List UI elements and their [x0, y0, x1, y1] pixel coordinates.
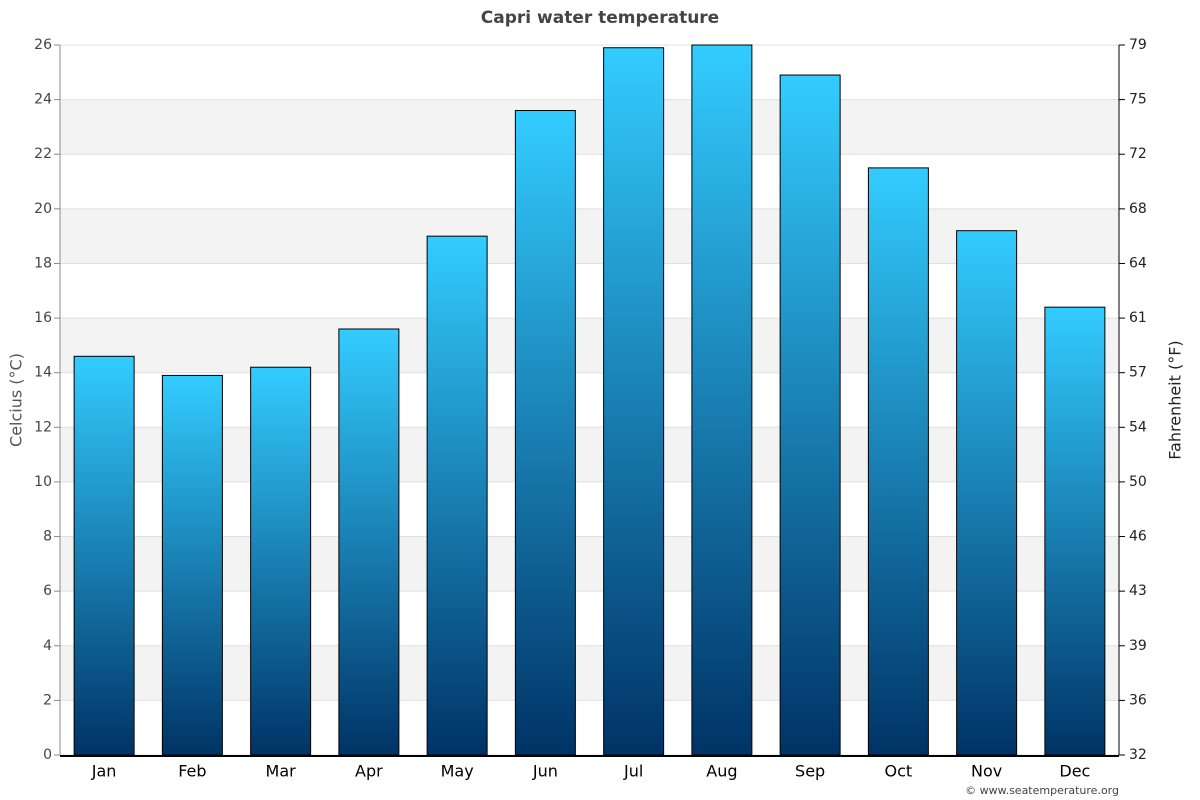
bar — [779, 74, 841, 756]
bar — [867, 167, 929, 756]
y2-tick-label: 79 — [1129, 37, 1147, 53]
chart-title: Capri water temperature — [481, 8, 719, 28]
y2-axis-label: Fahrenheit (°F) — [1166, 340, 1185, 459]
x-tick-label: Jun — [532, 762, 558, 781]
y2-tick-label: 68 — [1129, 201, 1147, 217]
y2-tick-label: 75 — [1129, 92, 1147, 108]
y2-tick-label: 54 — [1129, 419, 1147, 435]
y-tick-label: 6 — [43, 583, 52, 599]
grid-band — [60, 208, 1119, 264]
bar — [1044, 306, 1106, 756]
bar — [691, 44, 753, 756]
bar — [161, 374, 223, 756]
x-tick-label: Apr — [355, 762, 383, 781]
y-tick-label: 2 — [43, 692, 52, 708]
bar — [603, 47, 665, 756]
y-tick-label: 20 — [34, 201, 52, 217]
bar — [514, 110, 576, 756]
x-tick-label: Jul — [623, 762, 643, 781]
y-tick-label: 24 — [34, 92, 52, 108]
grid-bands — [60, 99, 1119, 701]
bar — [426, 235, 488, 756]
y-tick-label: 14 — [34, 365, 52, 381]
x-tick-label: Feb — [178, 762, 206, 781]
x-tick-label: May — [441, 762, 474, 781]
grid-band — [60, 318, 1119, 373]
bar — [956, 230, 1018, 756]
x-tick-label: Jan — [91, 762, 117, 781]
y2-tick-label: 50 — [1129, 474, 1147, 490]
y-tick-label: 4 — [43, 638, 52, 654]
y2-tick-label: 61 — [1129, 310, 1147, 326]
credit: © www.seatemperature.org — [965, 784, 1119, 797]
y-tick-label: 18 — [34, 255, 52, 271]
y-tick-label: 12 — [34, 419, 52, 435]
x-tick-label: Dec — [1059, 762, 1090, 781]
y-tick-label: 0 — [43, 747, 52, 763]
x-tick-label: Mar — [266, 762, 297, 781]
y2-tick-label: 46 — [1129, 529, 1147, 545]
bar — [250, 366, 312, 756]
grid-band — [60, 645, 1119, 701]
y-axis-label: Celcius (°C) — [7, 353, 26, 447]
y-tick-label: 22 — [34, 146, 52, 162]
y2-tick-label: 39 — [1129, 638, 1147, 654]
y2-tick-label: 72 — [1129, 146, 1147, 162]
grid-band — [60, 99, 1119, 155]
x-tick-label: Sep — [795, 762, 825, 781]
bar — [73, 355, 135, 756]
y2-tick-label: 32 — [1129, 747, 1147, 763]
y2-tick-label: 64 — [1129, 255, 1147, 271]
y-tick-label: 16 — [34, 310, 52, 326]
y-tick-label: 10 — [34, 474, 52, 490]
grid-band — [60, 427, 1119, 482]
y2-tick-label: 57 — [1129, 365, 1147, 381]
y2-tick-label: 36 — [1129, 692, 1147, 708]
x-tick-label: Oct — [885, 762, 913, 781]
x-tick-label: Aug — [706, 762, 737, 781]
y2-tick-label: 43 — [1129, 583, 1147, 599]
grid-band — [60, 536, 1119, 592]
y-tick-label: 8 — [43, 529, 52, 545]
x-tick-label: Nov — [971, 762, 1002, 781]
y-tick-label: 26 — [34, 37, 52, 53]
bar — [338, 328, 400, 756]
